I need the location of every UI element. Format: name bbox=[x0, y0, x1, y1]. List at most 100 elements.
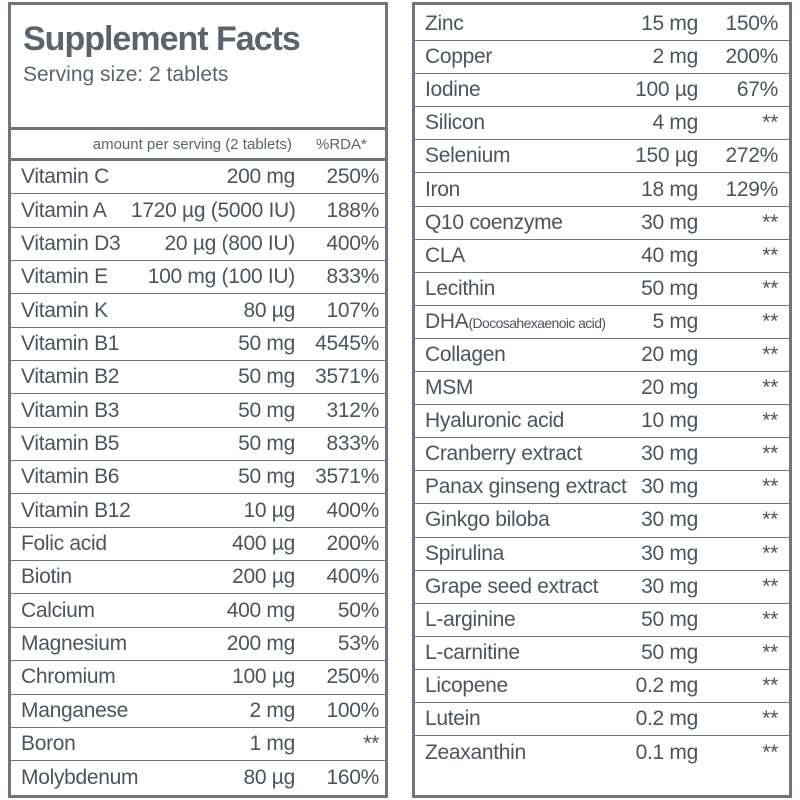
nutrient-row: Collagen 20 mg ** bbox=[415, 339, 789, 373]
nutrient-name-text: Vitamin D3 bbox=[21, 231, 121, 255]
nutrient-row: Vitamin B1 50 mg 4545% bbox=[11, 328, 385, 362]
nutrient-amount: 4 mg bbox=[652, 111, 699, 135]
nutrient-rda: ** bbox=[762, 409, 778, 433]
nutrient-name-text: Vitamin B5 bbox=[21, 431, 120, 455]
nutrient-name-text: Silicon bbox=[425, 111, 485, 135]
nutrient-row: Licopene 0.2 mg ** bbox=[415, 670, 789, 703]
nutrient-rda: ** bbox=[762, 276, 778, 300]
nutrient-row: Vitamin B5 50 mg 833% bbox=[11, 428, 385, 462]
nutrient-rda: 129% bbox=[725, 177, 778, 201]
nutrient-row: Chromium 100 µg 250% bbox=[11, 661, 385, 695]
nutrient-amount: 30 mg bbox=[641, 210, 698, 234]
nutrient-name: Panax ginseng extract bbox=[415, 475, 630, 499]
nutrient-row: Lutein 0.2 mg ** bbox=[415, 703, 789, 737]
nutrient-amount: 30 mg bbox=[641, 475, 698, 499]
nutrient-rda: ** bbox=[762, 342, 778, 366]
nutrient-name: Vitamin B1 bbox=[11, 332, 131, 356]
nutrient-row: Grape seed extract 30 mg ** bbox=[415, 571, 789, 604]
nutrient-rda: ** bbox=[363, 732, 379, 756]
column-header-row: amount per serving (2 tablets) %RDA* bbox=[11, 127, 385, 161]
nutrient-rda: 250% bbox=[326, 165, 379, 189]
nutrient-rda: ** bbox=[762, 541, 778, 565]
nutrient-rda: 250% bbox=[326, 665, 379, 689]
nutrient-rda: 200% bbox=[725, 45, 778, 69]
nutrient-rda: 3571% bbox=[315, 465, 379, 489]
nutrient-name-text: Lutein bbox=[425, 707, 481, 731]
amount-column-header: amount per serving (2 tablets) bbox=[92, 135, 292, 153]
nutrient-rda: 50% bbox=[337, 598, 379, 622]
nutrient-name-text: Selenium bbox=[425, 144, 511, 168]
nutrient-rda: ** bbox=[762, 673, 778, 697]
nutrient-amount: 0.2 mg bbox=[635, 673, 699, 697]
nutrient-amount: 5 mg bbox=[652, 309, 699, 333]
nutrient-amount: 200 µg bbox=[232, 565, 295, 589]
nutrient-amount: 80 µg bbox=[243, 298, 296, 322]
nutrient-name: L-carnitine bbox=[415, 641, 630, 665]
nutrient-rda: 150% bbox=[725, 12, 778, 36]
nutrient-rda: ** bbox=[762, 740, 778, 764]
nutrient-amount: 15 mg bbox=[641, 12, 698, 36]
nutrient-rda: 100% bbox=[326, 698, 379, 722]
nutrient-name-text: Zeaxanthin bbox=[425, 740, 526, 764]
nutrient-amount: 100 µg bbox=[232, 665, 295, 689]
nutrient-amount: 50 mg bbox=[238, 331, 295, 355]
nutrient-name: Vitamin B3 bbox=[11, 399, 131, 423]
nutrient-amount: 2 mg bbox=[652, 45, 699, 69]
nutrient-name: Spirulina bbox=[415, 542, 630, 566]
nutrient-name-text: Vitamin B3 bbox=[21, 398, 120, 422]
nutrient-rda: 400% bbox=[326, 231, 379, 255]
nutrient-name-text: Magnesium bbox=[21, 631, 127, 655]
nutrient-amount: 150 µg bbox=[635, 144, 698, 168]
nutrient-name: Vitamin A bbox=[11, 199, 131, 223]
nutrient-amount: 40 mg bbox=[641, 243, 698, 267]
nutrient-name: Collagen bbox=[415, 343, 630, 367]
nutrient-name-text: Vitamin B2 bbox=[21, 365, 120, 389]
nutrient-rda: ** bbox=[762, 210, 778, 234]
nutrient-name: Q10 coenzyme bbox=[415, 211, 630, 235]
nutrient-amount: 50 mg bbox=[641, 640, 698, 664]
nutrient-name-text: Q10 coenzyme bbox=[425, 210, 563, 234]
nutrient-row: Panax ginseng extract 30 mg ** bbox=[415, 471, 789, 505]
nutrient-amount: 100 µg bbox=[635, 78, 698, 102]
nutrient-name-text: Licopene bbox=[425, 673, 508, 697]
nutrient-amount: 1 mg bbox=[249, 732, 296, 756]
nutrient-rda: 833% bbox=[326, 265, 379, 289]
nutrient-name-text: Iron bbox=[425, 177, 460, 201]
nutrient-amount: 20 mg bbox=[641, 342, 698, 366]
nutrient-name-text: Chromium bbox=[21, 665, 116, 689]
nutrient-amount: 400 mg bbox=[226, 598, 296, 622]
nutrient-name: Silicon bbox=[415, 111, 630, 135]
nutrient-row: Silicon 4 mg ** bbox=[415, 107, 789, 141]
nutrient-name-text: MSM bbox=[425, 376, 474, 400]
nutrient-amount: 50 mg bbox=[641, 276, 698, 300]
nutrient-amount: 20 µg (800 IU) bbox=[164, 231, 296, 255]
nutrient-rda: 107% bbox=[326, 298, 379, 322]
nutrient-name: Ginkgo biloba bbox=[415, 508, 630, 532]
nutrient-name: Vitamin B6 bbox=[11, 465, 131, 489]
nutrient-name-text: Zinc bbox=[425, 12, 464, 36]
nutrient-name-text: Panax ginseng extract bbox=[425, 475, 627, 499]
nutrient-rda: ** bbox=[762, 707, 778, 731]
nutrient-name: Chromium bbox=[11, 665, 131, 689]
nutrient-amount: 0.2 mg bbox=[635, 707, 699, 731]
nutrient-rda: 67% bbox=[736, 78, 778, 102]
nutrient-rda: 53% bbox=[337, 631, 379, 655]
nutrient-row: Calcium 400 mg 50% bbox=[11, 594, 385, 628]
nutrient-name: Biotin bbox=[11, 565, 131, 589]
nutrient-rda: ** bbox=[762, 508, 778, 532]
nutrient-row: L-carnitine 50 mg ** bbox=[415, 637, 789, 670]
nutrient-row: Hyaluronic acid 10 mg ** bbox=[415, 405, 789, 439]
nutrient-name-text: Vitamin C bbox=[21, 165, 109, 189]
nutrient-rda: ** bbox=[762, 442, 778, 466]
nutrient-amount: 30 mg bbox=[641, 442, 698, 466]
nutrient-name: Zinc bbox=[415, 12, 630, 36]
nutrient-amount: 1720 µg (5000 IU) bbox=[131, 198, 296, 222]
nutrient-rda: ** bbox=[762, 111, 778, 135]
nutrient-rda: 188% bbox=[326, 198, 379, 222]
nutrient-row: Copper 2 mg 200% bbox=[415, 41, 789, 75]
nutrient-row: Manganese 2 mg 100% bbox=[11, 695, 385, 728]
nutrient-rda: 400% bbox=[326, 565, 379, 589]
nutrient-name-text: Copper bbox=[425, 45, 493, 69]
nutrient-name: Lecithin bbox=[415, 277, 630, 301]
nutrient-name-text: Vitamin B12 bbox=[21, 498, 131, 522]
